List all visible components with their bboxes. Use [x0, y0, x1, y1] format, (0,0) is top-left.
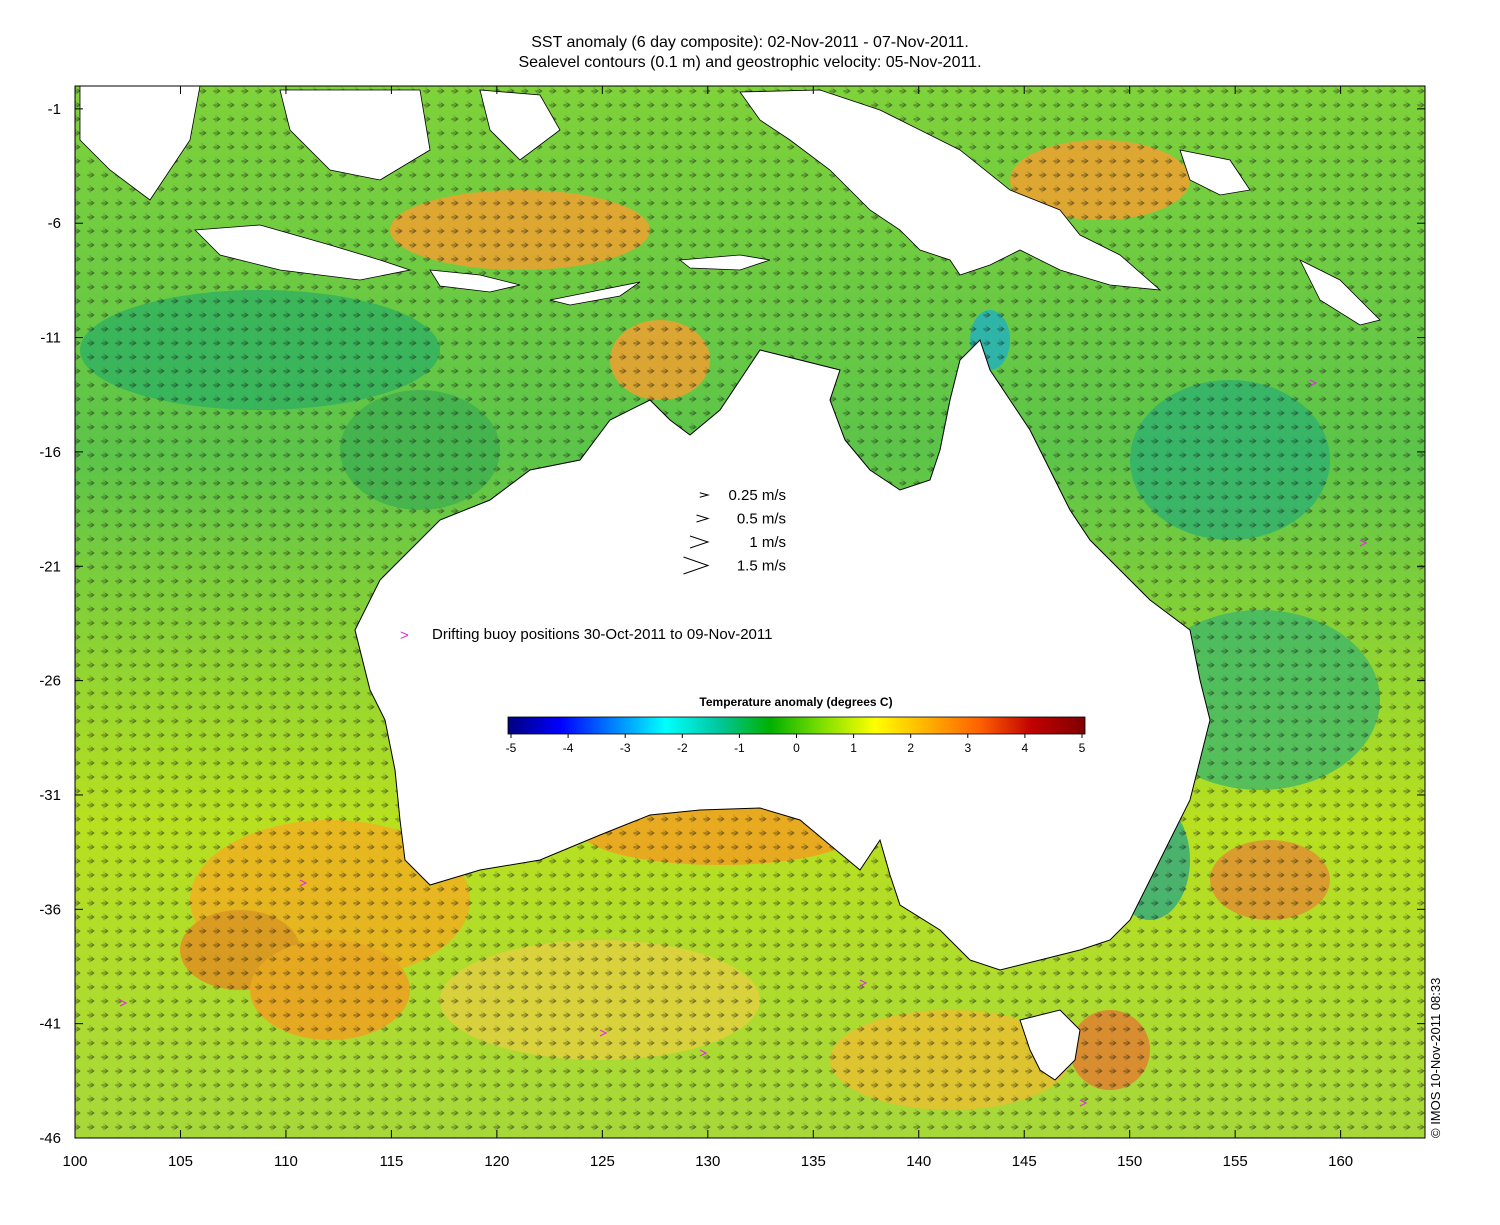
- buoy-legend-marker: >: [400, 627, 409, 644]
- colorbar: Temperature anomaly (degrees C) -5 -4 -3 -2…: [506, 695, 1086, 755]
- colorbar-tick-label: 0: [793, 741, 800, 755]
- x-axis: 100 105 110 115 120 125 130 135 140 145 150 155 160: [62, 86, 1353, 1170]
- x-tick-label: 115: [379, 1153, 403, 1170]
- y-tick-label: -11: [40, 330, 61, 347]
- velocity-scale-label: 1 m/s: [749, 534, 786, 551]
- imos-credit: © IMOS 10-Nov-2011 08:33: [1428, 978, 1443, 1138]
- sst-anomaly-field: [75, 86, 1425, 1138]
- australia-land: [354, 339, 1211, 971]
- y-tick-label: -16: [39, 444, 61, 461]
- velocity-scale-arrow: [689, 535, 710, 549]
- velocity-scale-arrow: [696, 514, 710, 523]
- colorbar-tick-label: -4: [563, 741, 574, 755]
- y-tick-label: -41: [39, 1016, 61, 1033]
- x-tick-label: 120: [484, 1153, 509, 1170]
- y-tick-label: -36: [39, 901, 61, 918]
- colorbar-tick-label: -5: [506, 741, 517, 755]
- x-tick-label: 160: [1328, 1153, 1353, 1170]
- y-axis: -1-6-11-16-21-26-31-36-41-46: [39, 101, 1425, 1147]
- x-tick-label: 130: [695, 1153, 720, 1170]
- y-tick-label: -46: [39, 1130, 61, 1147]
- y-tick-label: -6: [48, 215, 61, 232]
- indonesia-land: [79, 86, 771, 306]
- velocity-scale-arrow: [699, 492, 710, 498]
- y-tick-label: -21: [39, 558, 61, 575]
- colorbar-tick-label: 5: [1079, 741, 1086, 755]
- buoy-tracks: [119, 379, 1368, 1107]
- velocity-scale-label: 0.5 m/s: [737, 511, 786, 528]
- colorbar-tick-label: -3: [620, 741, 631, 755]
- colorbar-tick-label: 3: [964, 741, 971, 755]
- x-tick-label: 150: [1117, 1153, 1142, 1170]
- x-tick-label: 140: [906, 1153, 931, 1170]
- velocity-legend: 0.25 m/s 0.5 m/s 1 m/s 1.5 m/s: [683, 487, 786, 575]
- colorbar-tick-label: -2: [677, 741, 688, 755]
- x-tick-label: 145: [1012, 1153, 1037, 1170]
- velocity-scale-arrow: [683, 556, 710, 575]
- x-tick-label: 100: [62, 1153, 87, 1170]
- y-tick-label: -31: [39, 787, 61, 804]
- new-guinea-land: [739, 89, 1162, 291]
- x-tick-label: 105: [168, 1153, 193, 1170]
- plot-frame: [74, 85, 1426, 1139]
- map-title-line1: SST anomaly (6 day composite): 02-Nov-20…: [531, 34, 969, 51]
- x-tick-label: 135: [801, 1153, 826, 1170]
- colorbar-scale: [507, 716, 1086, 735]
- y-tick-label: -1: [48, 101, 61, 118]
- colorbar-title: Temperature anomaly (degrees C): [699, 695, 892, 709]
- velocity-scale-label: 0.25 m/s: [728, 487, 786, 504]
- map-title-line2: Sealevel contours (0.1 m) and geostrophi…: [518, 54, 982, 71]
- velocity-scale-label: 1.5 m/s: [737, 558, 786, 575]
- buoy-legend-label: Drifting buoy positions 30-Oct-2011 to 0…: [432, 626, 772, 643]
- tasmania-land: [1019, 1009, 1081, 1081]
- buoy-legend: > Drifting buoy positions 30-Oct-2011 to…: [400, 626, 772, 644]
- colorbar-tick-label: 1: [850, 741, 857, 755]
- colorbar-tick-label: 2: [907, 741, 914, 755]
- colorbar-tick-label: -1: [734, 741, 745, 755]
- x-tick-label: 110: [274, 1153, 298, 1170]
- x-tick-label: 155: [1223, 1153, 1248, 1170]
- y-tick-label: -26: [39, 673, 61, 690]
- x-tick-label: 125: [590, 1153, 615, 1170]
- colorbar-tick-label: 4: [1022, 741, 1029, 755]
